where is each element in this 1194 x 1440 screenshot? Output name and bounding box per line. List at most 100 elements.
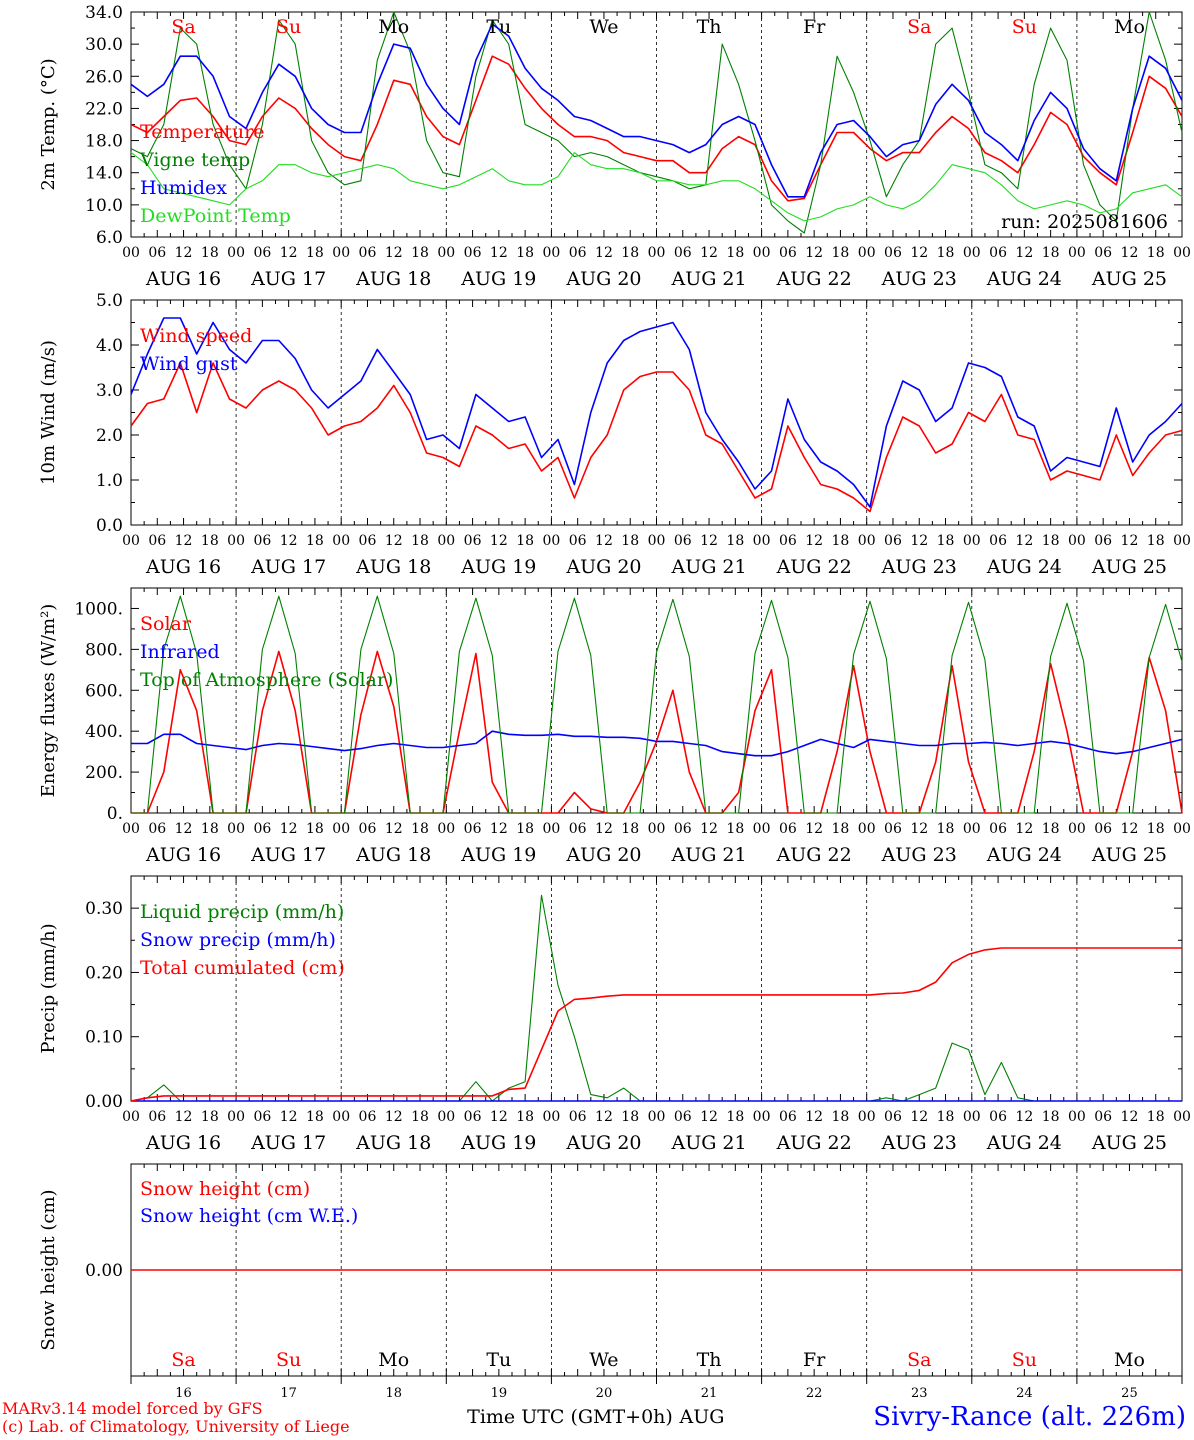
date-label: AUG 24 (986, 844, 1062, 866)
hour-tick-label: 18 (937, 533, 955, 549)
hour-tick-label: 18 (621, 1109, 639, 1125)
hour-tick-label: 06 (1094, 533, 1112, 549)
hour-tick-label: 06 (253, 533, 271, 549)
hour-tick-label: 00 (542, 245, 560, 261)
y-tick-label: 30.0 (85, 35, 123, 55)
hour-tick-label: 00 (122, 821, 140, 837)
hour-tick-label: 06 (884, 821, 902, 837)
hour-tick-label: 06 (779, 245, 797, 261)
hour-tick-label: 00 (1173, 245, 1191, 261)
date-label: AUG 21 (670, 844, 746, 866)
hour-tick-label: 18 (1147, 533, 1165, 549)
hour-tick-label: 12 (910, 1109, 928, 1125)
date-label: AUG 18 (355, 556, 431, 578)
hour-tick-label: 06 (148, 533, 166, 549)
weekday-label: Mo (1114, 16, 1145, 38)
hour-tick-label: 00 (1068, 245, 1086, 261)
hour-tick-label: 06 (148, 1109, 166, 1125)
date-label: AUG 17 (250, 844, 326, 866)
date-label: AUG 24 (986, 1132, 1062, 1154)
hour-tick-label: 12 (1121, 821, 1139, 837)
hour-tick-label: 18 (832, 821, 850, 837)
date-label: AUG 17 (250, 1132, 326, 1154)
y-axis-label: Precip (mm/h) (38, 923, 59, 1053)
hour-tick-label: 06 (779, 1109, 797, 1125)
date-label: AUG 20 (565, 844, 641, 866)
hour-tick-label: 18 (201, 821, 219, 837)
y-tick-label: 6.0 (96, 228, 123, 248)
date-label: AUG 20 (565, 1132, 641, 1154)
series-line (130, 11, 1183, 234)
hour-tick-label: 06 (779, 533, 797, 549)
hour-tick-label: 12 (175, 821, 193, 837)
hour-tick-label: 00 (753, 245, 771, 261)
hour-tick-label: 00 (227, 1109, 245, 1125)
hour-tick-label: 06 (674, 821, 692, 837)
legend-entry: Snow precip (mm/h) (140, 929, 336, 951)
hour-tick-label: 18 (832, 245, 850, 261)
series-line (130, 947, 1182, 1102)
hour-tick-label: 00 (1173, 1109, 1191, 1125)
date-label: AUG 21 (670, 556, 746, 578)
hour-tick-label: 12 (490, 821, 508, 837)
date-label: AUG 19 (460, 556, 536, 578)
hour-tick-label: 12 (700, 821, 718, 837)
hour-tick-label: 18 (201, 533, 219, 549)
y-tick-label: 26.0 (85, 67, 123, 87)
hour-tick-label: 00 (648, 1109, 666, 1125)
legend-entry: Humidex (140, 177, 227, 199)
hour-tick-label: 18 (832, 533, 850, 549)
hour-tick-label: 00 (542, 1109, 560, 1125)
model-credit: MARv3.14 model forced by GFS (c) Lab. of… (2, 1400, 350, 1436)
series-line (131, 730, 1183, 757)
hour-tick-label: 12 (175, 245, 193, 261)
hour-tick-label: 00 (753, 821, 771, 837)
legend-entry: Total cumulated (cm) (140, 957, 345, 979)
y-tick-label: 600. (85, 681, 123, 701)
panel-frame (130, 11, 1183, 238)
weekday-label-bottom: Mo (378, 1349, 409, 1371)
hour-tick-label: 06 (148, 821, 166, 837)
hour-tick-label: 12 (1015, 1109, 1033, 1125)
hour-tick-label: 12 (280, 821, 298, 837)
hour-tick-label: 00 (963, 245, 981, 261)
hour-tick-label: 00 (437, 821, 455, 837)
date-label: AUG 16 (145, 1132, 221, 1154)
hour-tick-label: 00 (542, 821, 560, 837)
hour-tick-label: 18 (201, 1109, 219, 1125)
hour-tick-label: 00 (122, 245, 140, 261)
date-label: AUG 24 (986, 556, 1062, 578)
hour-tick-label: 00 (542, 533, 560, 549)
hour-tick-label: 12 (490, 1109, 508, 1125)
date-label: AUG 21 (670, 1132, 746, 1154)
hour-tick-label: 00 (858, 821, 876, 837)
hour-tick-label: 12 (1015, 245, 1033, 261)
y-tick-label: 200. (85, 763, 123, 783)
y-tick-label: 34.0 (85, 3, 123, 23)
hour-tick-label: 18 (726, 821, 744, 837)
hour-tick-label: 18 (516, 821, 534, 837)
hour-tick-label: 12 (805, 245, 823, 261)
hour-tick-label: 06 (464, 245, 482, 261)
legend-entry: Solar (140, 613, 192, 635)
hour-tick-label: 00 (963, 533, 981, 549)
y-tick-label: 0.20 (85, 963, 123, 983)
series-line (130, 317, 1183, 508)
weekday-label-bottom: Fr (803, 1349, 826, 1371)
date-label: AUG 22 (776, 844, 852, 866)
weekday-label-bottom: Tu (486, 1349, 511, 1371)
hour-tick-label: 00 (122, 533, 140, 549)
hour-tick-label: 12 (805, 1109, 823, 1125)
hour-tick-label: 12 (1121, 533, 1139, 549)
hour-tick-label: 00 (753, 1109, 771, 1125)
y-axis-label: Energy fluxes (W/m²) (38, 604, 59, 798)
hour-tick-label: 06 (674, 245, 692, 261)
weekday-label: Su (276, 16, 301, 38)
hour-tick-label: 06 (569, 1109, 587, 1125)
hour-tick-label: 12 (280, 245, 298, 261)
date-label: AUG 23 (881, 844, 957, 866)
day-number-label: 21 (701, 1386, 718, 1401)
hour-tick-label: 00 (227, 533, 245, 549)
hour-tick-label: 12 (700, 533, 718, 549)
